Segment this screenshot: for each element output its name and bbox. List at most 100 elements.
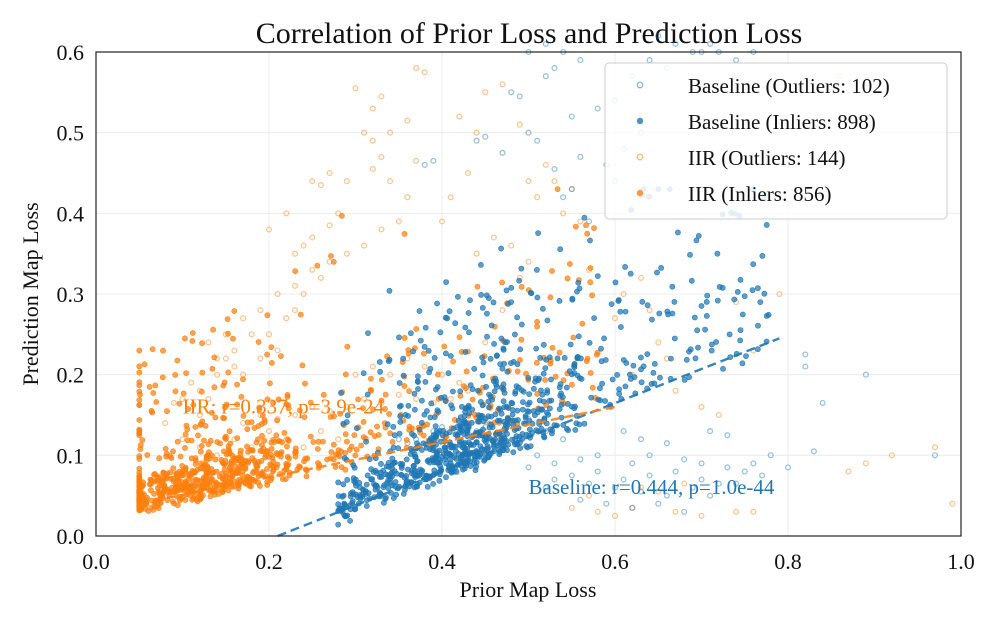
iir-inlier-point bbox=[583, 222, 589, 229]
y-tick-label: 0.3 bbox=[57, 282, 85, 307]
baseline-inlier-point bbox=[499, 365, 506, 372]
iir-inlier-point bbox=[174, 474, 181, 481]
iir-inlier-point bbox=[324, 456, 330, 463]
iir-outlier-point bbox=[655, 488, 662, 495]
iir-inlier-point bbox=[195, 432, 201, 439]
iir-inlier-point bbox=[268, 445, 275, 452]
iir-inlier-point bbox=[189, 487, 196, 494]
iir-inlier-point bbox=[203, 469, 210, 476]
iir-inlier-point bbox=[153, 399, 160, 405]
baseline-inlier-point bbox=[339, 493, 346, 500]
baseline-inlier-point bbox=[384, 421, 391, 428]
iir-inlier-point bbox=[330, 456, 337, 463]
baseline-inlier-point bbox=[557, 246, 564, 253]
iir-inlier-point bbox=[589, 384, 596, 391]
baseline-inlier-point bbox=[457, 454, 464, 461]
baseline-inlier-point bbox=[615, 298, 622, 304]
iir-inlier-point bbox=[225, 487, 232, 494]
iir-inlier-point bbox=[374, 423, 380, 430]
iir-inlier-point bbox=[188, 437, 195, 444]
iir-inlier-point bbox=[163, 475, 169, 482]
baseline-inlier-point bbox=[424, 458, 431, 464]
iir-outlier-point bbox=[534, 194, 541, 201]
baseline-inlier-point bbox=[727, 354, 734, 360]
iir-outlier-point bbox=[291, 282, 299, 289]
baseline-inlier-point bbox=[405, 413, 411, 419]
baseline-outlier-point bbox=[551, 65, 558, 72]
baseline-inlier-point bbox=[664, 308, 671, 315]
iir-inlier-point bbox=[235, 477, 242, 483]
baseline-inlier-point bbox=[564, 400, 571, 407]
iir-inlier-point bbox=[163, 453, 169, 460]
iir-outlier-point bbox=[404, 194, 411, 201]
iir-outlier-point bbox=[283, 210, 290, 217]
x-tick-label: 0.4 bbox=[428, 549, 456, 574]
baseline-inlier-point bbox=[504, 368, 511, 375]
baseline-inlier-point bbox=[639, 298, 646, 305]
iir-inlier-point bbox=[344, 343, 351, 350]
baseline-inlier-point bbox=[400, 355, 406, 362]
baseline-inlier-point bbox=[391, 432, 398, 439]
baseline-inlier-point bbox=[335, 521, 342, 528]
iir-outlier-point bbox=[508, 242, 515, 249]
iir-outlier-point bbox=[265, 226, 273, 233]
iir-inlier-point bbox=[256, 404, 263, 411]
baseline-inlier-point bbox=[531, 385, 537, 392]
baseline-inlier-point bbox=[698, 303, 705, 309]
iir-inlier-point bbox=[226, 448, 233, 455]
baseline-inlier-point bbox=[622, 383, 629, 390]
iir-inlier-point bbox=[194, 477, 201, 484]
iir-inlier-point bbox=[234, 467, 241, 474]
y-axis-label: Prediction Map Loss bbox=[18, 202, 43, 385]
iir-inlier-point bbox=[258, 442, 265, 448]
iir-outlier-point bbox=[560, 210, 567, 217]
iir-outlier-point bbox=[413, 65, 420, 72]
baseline-inlier-point bbox=[397, 413, 404, 420]
baseline-inlier-point bbox=[656, 310, 663, 317]
iir-inlier-point bbox=[269, 455, 276, 461]
iir-inlier-point bbox=[358, 442, 364, 449]
iir-inlier-point bbox=[274, 461, 281, 468]
iir-inlier-point bbox=[136, 369, 143, 376]
baseline-inlier-point bbox=[488, 421, 494, 428]
baseline-inlier-point bbox=[714, 250, 721, 257]
baseline-inlier-point bbox=[761, 290, 768, 297]
iir-inlier-point bbox=[169, 498, 176, 505]
iir-inlier-point bbox=[230, 483, 237, 490]
baseline-inlier-point bbox=[388, 462, 395, 468]
iir-inlier-point bbox=[463, 368, 470, 375]
baseline-inlier-point bbox=[542, 365, 549, 371]
legend-marker bbox=[636, 189, 644, 197]
baseline-inlier-point bbox=[702, 326, 708, 333]
iir-inlier-point bbox=[518, 283, 525, 290]
baseline-inlier-point bbox=[454, 431, 461, 438]
baseline-outlier-point bbox=[577, 57, 584, 64]
iir-outlier-point bbox=[274, 347, 281, 354]
baseline-inlier-point bbox=[709, 341, 715, 348]
baseline-outlier-point bbox=[629, 504, 636, 511]
iir-inlier-point bbox=[177, 453, 184, 460]
baseline-outlier-point bbox=[577, 456, 584, 463]
iir-outlier-point bbox=[369, 137, 376, 144]
baseline-inlier-point bbox=[743, 353, 749, 359]
baseline-inlier-point bbox=[384, 480, 390, 486]
data-points bbox=[136, 32, 956, 528]
baseline-inlier-point bbox=[498, 245, 504, 252]
iir-inlier-point bbox=[584, 230, 591, 237]
baseline-outlier-point bbox=[681, 456, 688, 463]
iir-inlier-point bbox=[268, 359, 275, 366]
iir-inlier-point bbox=[237, 447, 244, 454]
iir-inlier-point bbox=[136, 432, 143, 439]
baseline-inlier-point bbox=[504, 339, 510, 345]
baseline-inlier-point bbox=[452, 320, 459, 327]
baseline-inlier-point bbox=[594, 273, 601, 279]
baseline-inlier-point bbox=[755, 285, 761, 291]
iir-inlier-point bbox=[224, 316, 231, 322]
baseline-inlier-point bbox=[478, 291, 484, 298]
baseline-inlier-point bbox=[726, 331, 733, 338]
iir-inlier-point bbox=[149, 346, 156, 353]
baseline-inlier-point bbox=[430, 456, 436, 463]
iir-inlier-point bbox=[284, 391, 291, 398]
baseline-outlier-point bbox=[819, 399, 826, 406]
iir-outlier-point bbox=[931, 444, 939, 451]
